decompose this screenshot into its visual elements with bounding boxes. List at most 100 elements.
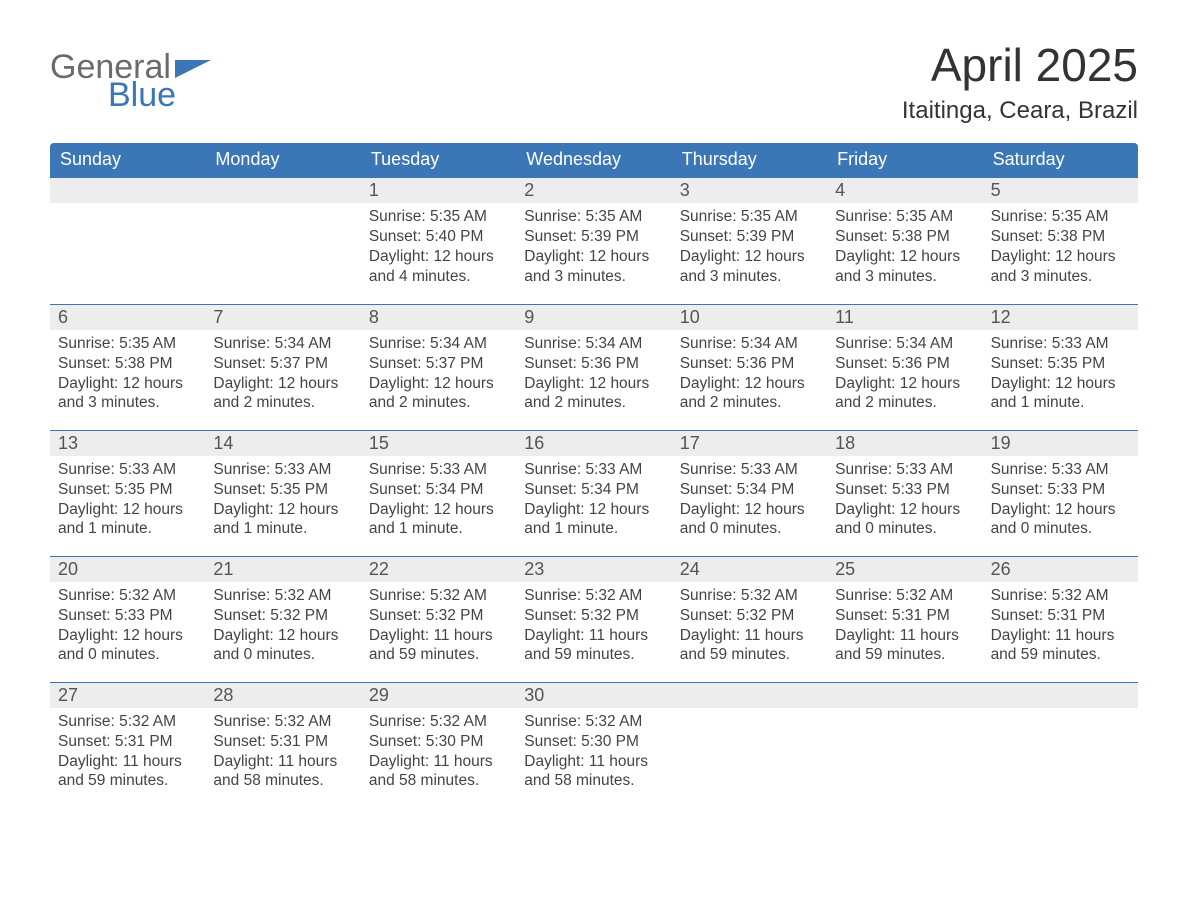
daylight-line: Daylight: 12 hours and 0 minutes.	[991, 500, 1130, 540]
day-number: 1	[361, 178, 516, 204]
daylight-line: Daylight: 12 hours and 2 minutes.	[213, 374, 352, 414]
page: General Blue April 2025 Itaitinga, Ceara…	[0, 0, 1188, 848]
daylight-line: Daylight: 12 hours and 1 minute.	[991, 374, 1130, 414]
day-cell: Sunrise: 5:33 AMSunset: 5:35 PMDaylight:…	[983, 330, 1138, 430]
header: General Blue April 2025 Itaitinga, Ceara…	[50, 40, 1138, 125]
daylight-line: Daylight: 12 hours and 1 minute.	[524, 500, 663, 540]
day-cell: Sunrise: 5:33 AMSunset: 5:33 PMDaylight:…	[983, 456, 1138, 556]
sunrise-line: Sunrise: 5:32 AM	[991, 586, 1130, 606]
calendar-week: 6789101112Sunrise: 5:35 AMSunset: 5:38 P…	[50, 304, 1138, 430]
day-number	[672, 683, 827, 708]
daylight-line: Daylight: 12 hours and 0 minutes.	[835, 500, 974, 540]
weeks-container: 12345Sunrise: 5:35 AMSunset: 5:40 PMDayl…	[50, 178, 1138, 808]
sunrise-line: Sunrise: 5:34 AM	[213, 334, 352, 354]
sunrise-line: Sunrise: 5:33 AM	[835, 460, 974, 480]
day-number: 13	[50, 431, 205, 456]
day-cell: Sunrise: 5:35 AMSunset: 5:38 PMDaylight:…	[827, 203, 982, 303]
day-number	[50, 178, 205, 204]
logo-text-blue: Blue	[108, 78, 176, 112]
daylight-line: Daylight: 12 hours and 1 minute.	[369, 500, 508, 540]
daynum-strip: 13141516171819	[50, 431, 1138, 456]
dow-monday: Monday	[205, 143, 360, 178]
day-number: 24	[672, 557, 827, 582]
day-cell: Sunrise: 5:32 AMSunset: 5:31 PMDaylight:…	[827, 582, 982, 682]
calendar-week: 27282930Sunrise: 5:32 AMSunset: 5:31 PMD…	[50, 682, 1138, 808]
day-cell: Sunrise: 5:32 AMSunset: 5:30 PMDaylight:…	[516, 708, 671, 808]
day-cell	[205, 203, 360, 303]
sunset-line: Sunset: 5:34 PM	[524, 480, 663, 500]
sunset-line: Sunset: 5:38 PM	[58, 354, 197, 374]
day-cell	[672, 708, 827, 808]
sunrise-line: Sunrise: 5:32 AM	[369, 586, 508, 606]
day-cell	[983, 708, 1138, 808]
day-cell: Sunrise: 5:32 AMSunset: 5:31 PMDaylight:…	[205, 708, 360, 808]
day-cell: Sunrise: 5:32 AMSunset: 5:31 PMDaylight:…	[983, 582, 1138, 682]
day-cell: Sunrise: 5:34 AMSunset: 5:36 PMDaylight:…	[672, 330, 827, 430]
sunset-line: Sunset: 5:35 PM	[991, 354, 1130, 374]
page-title: April 2025	[902, 40, 1138, 91]
sunrise-line: Sunrise: 5:33 AM	[524, 460, 663, 480]
sunset-line: Sunset: 5:32 PM	[369, 606, 508, 626]
day-cell: Sunrise: 5:34 AMSunset: 5:36 PMDaylight:…	[827, 330, 982, 430]
day-number: 28	[205, 683, 360, 708]
sunrise-line: Sunrise: 5:35 AM	[991, 207, 1130, 227]
day-number: 21	[205, 557, 360, 582]
day-number: 15	[361, 431, 516, 456]
logo: General Blue	[50, 40, 211, 112]
day-cell: Sunrise: 5:33 AMSunset: 5:35 PMDaylight:…	[50, 456, 205, 556]
sunset-line: Sunset: 5:34 PM	[369, 480, 508, 500]
dow-sunday: Sunday	[50, 143, 205, 178]
day-number	[827, 683, 982, 708]
day-cell: Sunrise: 5:34 AMSunset: 5:37 PMDaylight:…	[205, 330, 360, 430]
calendar-week: 12345Sunrise: 5:35 AMSunset: 5:40 PMDayl…	[50, 178, 1138, 304]
daylight-line: Daylight: 12 hours and 3 minutes.	[835, 247, 974, 287]
sunset-line: Sunset: 5:38 PM	[835, 227, 974, 247]
day-cell: Sunrise: 5:32 AMSunset: 5:33 PMDaylight:…	[50, 582, 205, 682]
day-cell: Sunrise: 5:35 AMSunset: 5:40 PMDaylight:…	[361, 203, 516, 303]
day-cell: Sunrise: 5:32 AMSunset: 5:32 PMDaylight:…	[205, 582, 360, 682]
sunset-line: Sunset: 5:37 PM	[369, 354, 508, 374]
day-cell: Sunrise: 5:33 AMSunset: 5:35 PMDaylight:…	[205, 456, 360, 556]
sunrise-line: Sunrise: 5:32 AM	[213, 586, 352, 606]
day-number: 11	[827, 305, 982, 330]
day-cell: Sunrise: 5:33 AMSunset: 5:33 PMDaylight:…	[827, 456, 982, 556]
day-cell: Sunrise: 5:33 AMSunset: 5:34 PMDaylight:…	[672, 456, 827, 556]
daynum-strip: 20212223242526	[50, 557, 1138, 582]
daylight-line: Daylight: 12 hours and 2 minutes.	[680, 374, 819, 414]
daylight-line: Daylight: 12 hours and 1 minute.	[58, 500, 197, 540]
day-cell: Sunrise: 5:35 AMSunset: 5:39 PMDaylight:…	[516, 203, 671, 303]
day-number: 2	[516, 178, 671, 204]
title-block: April 2025 Itaitinga, Ceara, Brazil	[902, 40, 1138, 125]
sunset-line: Sunset: 5:36 PM	[680, 354, 819, 374]
sunset-line: Sunset: 5:33 PM	[58, 606, 197, 626]
daylight-line: Daylight: 12 hours and 0 minutes.	[58, 626, 197, 666]
day-cell: Sunrise: 5:32 AMSunset: 5:32 PMDaylight:…	[361, 582, 516, 682]
daynum-strip: 6789101112	[50, 305, 1138, 330]
day-cell: Sunrise: 5:32 AMSunset: 5:30 PMDaylight:…	[361, 708, 516, 808]
daylight-line: Daylight: 12 hours and 2 minutes.	[369, 374, 508, 414]
sunrise-line: Sunrise: 5:32 AM	[58, 712, 197, 732]
calendar: Sunday Monday Tuesday Wednesday Thursday…	[50, 143, 1138, 808]
day-number	[983, 683, 1138, 708]
sunset-line: Sunset: 5:31 PM	[58, 732, 197, 752]
daylight-line: Daylight: 11 hours and 59 minutes.	[369, 626, 508, 666]
sunrise-line: Sunrise: 5:33 AM	[213, 460, 352, 480]
sunset-line: Sunset: 5:38 PM	[991, 227, 1130, 247]
day-number: 12	[983, 305, 1138, 330]
sunset-line: Sunset: 5:36 PM	[835, 354, 974, 374]
day-number: 5	[983, 178, 1138, 204]
sunrise-line: Sunrise: 5:34 AM	[369, 334, 508, 354]
day-number: 10	[672, 305, 827, 330]
day-number: 23	[516, 557, 671, 582]
sunrise-line: Sunrise: 5:35 AM	[369, 207, 508, 227]
daylight-line: Daylight: 11 hours and 59 minutes.	[991, 626, 1130, 666]
day-number: 16	[516, 431, 671, 456]
daylight-line: Daylight: 11 hours and 59 minutes.	[835, 626, 974, 666]
daylight-line: Daylight: 12 hours and 1 minute.	[213, 500, 352, 540]
dow-wednesday: Wednesday	[516, 143, 671, 178]
sunset-line: Sunset: 5:30 PM	[369, 732, 508, 752]
daylight-line: Daylight: 12 hours and 3 minutes.	[680, 247, 819, 287]
sunrise-line: Sunrise: 5:32 AM	[524, 712, 663, 732]
sunset-line: Sunset: 5:31 PM	[835, 606, 974, 626]
day-cell: Sunrise: 5:35 AMSunset: 5:38 PMDaylight:…	[50, 330, 205, 430]
